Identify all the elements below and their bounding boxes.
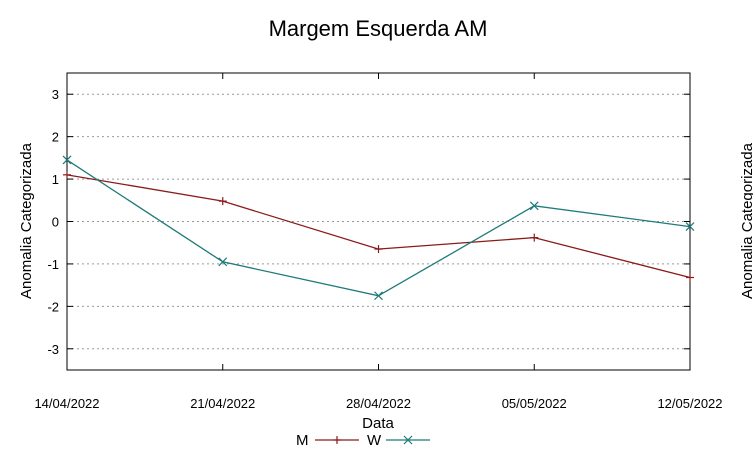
series-line-w: [66, 159, 691, 297]
series-layer: [62, 155, 695, 301]
right-y-axis-label-partial: Anomalia Categorizada: [739, 142, 753, 299]
data-point: [218, 197, 227, 206]
chart-title: Margem Esquerda AM: [269, 16, 488, 41]
data-point: [685, 222, 695, 232]
y-tick-label: 0: [52, 215, 59, 230]
series-line-m: [66, 174, 691, 279]
data-point: [63, 170, 71, 179]
legend-label-m: M: [296, 432, 309, 449]
y-tick-label: -3: [47, 342, 59, 357]
x-axis-label: Data: [362, 415, 394, 432]
data-point: [62, 155, 72, 165]
y-axis-label: Anomalia Categorizada: [18, 142, 35, 299]
y-tick-label: 3: [52, 87, 59, 102]
y-tick-label: -2: [47, 299, 59, 314]
data-point: [403, 435, 413, 445]
x-tick-label: 12/05/2022: [657, 396, 722, 411]
data-point: [374, 245, 383, 254]
x-tick-label: 14/04/2022: [34, 396, 99, 411]
legend-label-w: W: [367, 432, 382, 449]
data-point: [333, 436, 341, 444]
y-axis-ticks: -3 -2 -1 0 1 2 3: [47, 87, 690, 357]
data-point: [530, 233, 539, 242]
x-axis-ticks: 14/04/2022 21/04/2022 28/04/2022 05/05/2022…: [34, 73, 723, 411]
y-tick-label: 2: [52, 130, 59, 145]
grid: [67, 93, 690, 350]
x-tick-label: 28/04/2022: [346, 396, 411, 411]
data-point: [686, 273, 694, 282]
data-point: [374, 291, 383, 301]
x-tick-label: 05/05/2022: [502, 396, 567, 411]
data-point: [529, 201, 539, 211]
y-tick-label: 1: [52, 172, 59, 187]
data-point: [218, 257, 228, 267]
x-tick-label: 21/04/2022: [190, 396, 255, 411]
y-tick-label: -1: [47, 257, 59, 272]
